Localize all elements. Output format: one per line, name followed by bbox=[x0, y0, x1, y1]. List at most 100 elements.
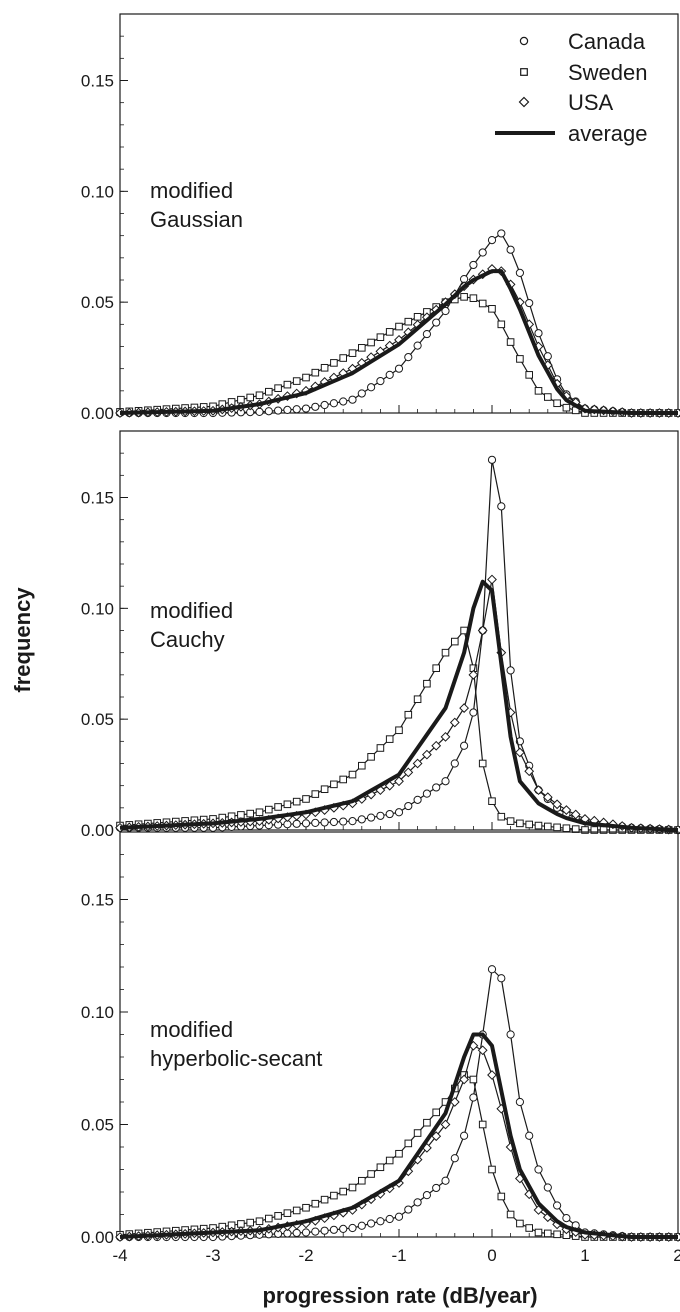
sweden-marker bbox=[339, 354, 347, 362]
sweden-marker bbox=[274, 803, 282, 811]
sweden-marker bbox=[320, 363, 329, 372]
panel-label: modified Gaussian bbox=[150, 178, 243, 232]
sweden-marker bbox=[246, 809, 254, 818]
sweden-marker bbox=[497, 812, 506, 821]
canada-marker bbox=[422, 1191, 431, 1200]
sweden-marker bbox=[525, 820, 534, 829]
canada-marker bbox=[357, 389, 366, 398]
canada-marker bbox=[553, 1201, 562, 1210]
average-series-line bbox=[119, 269, 678, 415]
legend-canada-marker bbox=[519, 36, 529, 46]
canada-marker bbox=[432, 1183, 441, 1193]
canada-marker bbox=[506, 245, 515, 254]
usa-marker bbox=[514, 747, 525, 758]
sweden-marker bbox=[385, 1156, 394, 1165]
usa-marker bbox=[431, 1131, 442, 1142]
usa-marker bbox=[487, 574, 497, 585]
canada-marker bbox=[301, 404, 311, 413]
sweden-marker bbox=[358, 761, 366, 770]
sweden-marker bbox=[376, 744, 385, 752]
sweden-marker bbox=[478, 759, 487, 768]
sweden-marker bbox=[590, 826, 599, 834]
sweden-marker bbox=[255, 808, 264, 817]
canada-marker bbox=[413, 1198, 422, 1207]
sweden-marker bbox=[274, 384, 282, 392]
panel-label-line: modified bbox=[150, 598, 233, 623]
sweden-marker bbox=[320, 785, 329, 794]
usa-marker bbox=[524, 766, 535, 777]
sweden-marker bbox=[525, 1224, 534, 1232]
sweden-marker bbox=[506, 817, 515, 825]
legend-usa-marker bbox=[518, 96, 530, 108]
sweden-marker bbox=[311, 790, 320, 798]
y-tick-label: 0.10 bbox=[81, 182, 114, 201]
canada-marker bbox=[394, 808, 404, 817]
sweden-marker bbox=[553, 399, 561, 408]
sweden-marker bbox=[460, 293, 468, 301]
sweden-markers bbox=[116, 293, 680, 417]
y-tick-label: 0.05 bbox=[81, 710, 114, 729]
sweden-marker bbox=[534, 1228, 543, 1237]
canada-marker bbox=[376, 1217, 385, 1226]
sweden-marker bbox=[339, 775, 347, 784]
sweden-marker bbox=[330, 1191, 338, 1200]
canada-marker bbox=[367, 813, 376, 822]
canada-marker bbox=[339, 1224, 348, 1234]
x-tick-label: -3 bbox=[205, 1246, 220, 1265]
sweden-marker bbox=[516, 1219, 524, 1228]
sweden-marker bbox=[358, 344, 366, 352]
sweden-marker bbox=[432, 1108, 440, 1117]
x-tick-label: -4 bbox=[112, 1246, 127, 1265]
sweden-marker bbox=[292, 1206, 301, 1215]
canada-marker bbox=[404, 801, 413, 811]
y-tick-label: 0.10 bbox=[81, 599, 114, 618]
sweden-marker bbox=[292, 797, 301, 806]
canada-marker bbox=[301, 819, 311, 828]
x-axis-title: progression rate (dB/year) bbox=[262, 1283, 537, 1308]
sweden-marker bbox=[413, 695, 422, 704]
sweden-marker bbox=[339, 1187, 347, 1196]
sweden-marker bbox=[516, 355, 524, 363]
sweden-marker bbox=[330, 780, 338, 789]
y-tick-label: 0.05 bbox=[81, 293, 114, 312]
sweden-marker bbox=[488, 1165, 496, 1174]
canada-marker bbox=[515, 1097, 525, 1107]
canada-marker bbox=[274, 406, 283, 415]
x-tick-label: 2 bbox=[673, 1246, 680, 1265]
sweden-marker bbox=[255, 391, 264, 400]
panel-label-line: modified bbox=[150, 178, 233, 203]
canada-marker bbox=[329, 1225, 338, 1234]
sweden-marker bbox=[395, 322, 403, 331]
sweden-marker bbox=[534, 387, 543, 395]
canada-marker bbox=[404, 353, 413, 362]
canada-marker bbox=[255, 407, 264, 416]
canada-marker bbox=[441, 777, 450, 786]
sweden-marker bbox=[283, 800, 292, 809]
usa-marker bbox=[533, 785, 544, 796]
canada-markers bbox=[115, 965, 680, 1242]
canada-marker bbox=[292, 819, 301, 828]
sweden-marker bbox=[302, 795, 310, 803]
y-tick-label: 0.10 bbox=[81, 1003, 114, 1022]
sweden-marker bbox=[265, 387, 273, 396]
y-tick-label: 0.00 bbox=[81, 821, 114, 840]
sweden-marker bbox=[497, 1192, 506, 1201]
sweden-marker bbox=[441, 648, 450, 657]
sweden-marker bbox=[404, 1139, 413, 1148]
canada-marker bbox=[348, 1223, 357, 1233]
usa-marker bbox=[459, 703, 470, 713]
canada-marker bbox=[367, 383, 376, 392]
usa-marker bbox=[487, 1070, 497, 1080]
sweden-marker bbox=[348, 349, 357, 357]
y-tick-label: 0.00 bbox=[81, 404, 114, 423]
sweden-marker bbox=[516, 819, 524, 828]
canada-marker bbox=[264, 407, 273, 416]
sweden-marker bbox=[265, 1214, 273, 1223]
canada-series-line bbox=[120, 968, 678, 1238]
sweden-marker bbox=[544, 822, 552, 831]
usa-marker bbox=[449, 717, 460, 728]
legend-sweden-marker bbox=[520, 68, 528, 76]
canada-marker bbox=[460, 1131, 469, 1140]
panel-label-line: Gaussian bbox=[150, 207, 243, 232]
